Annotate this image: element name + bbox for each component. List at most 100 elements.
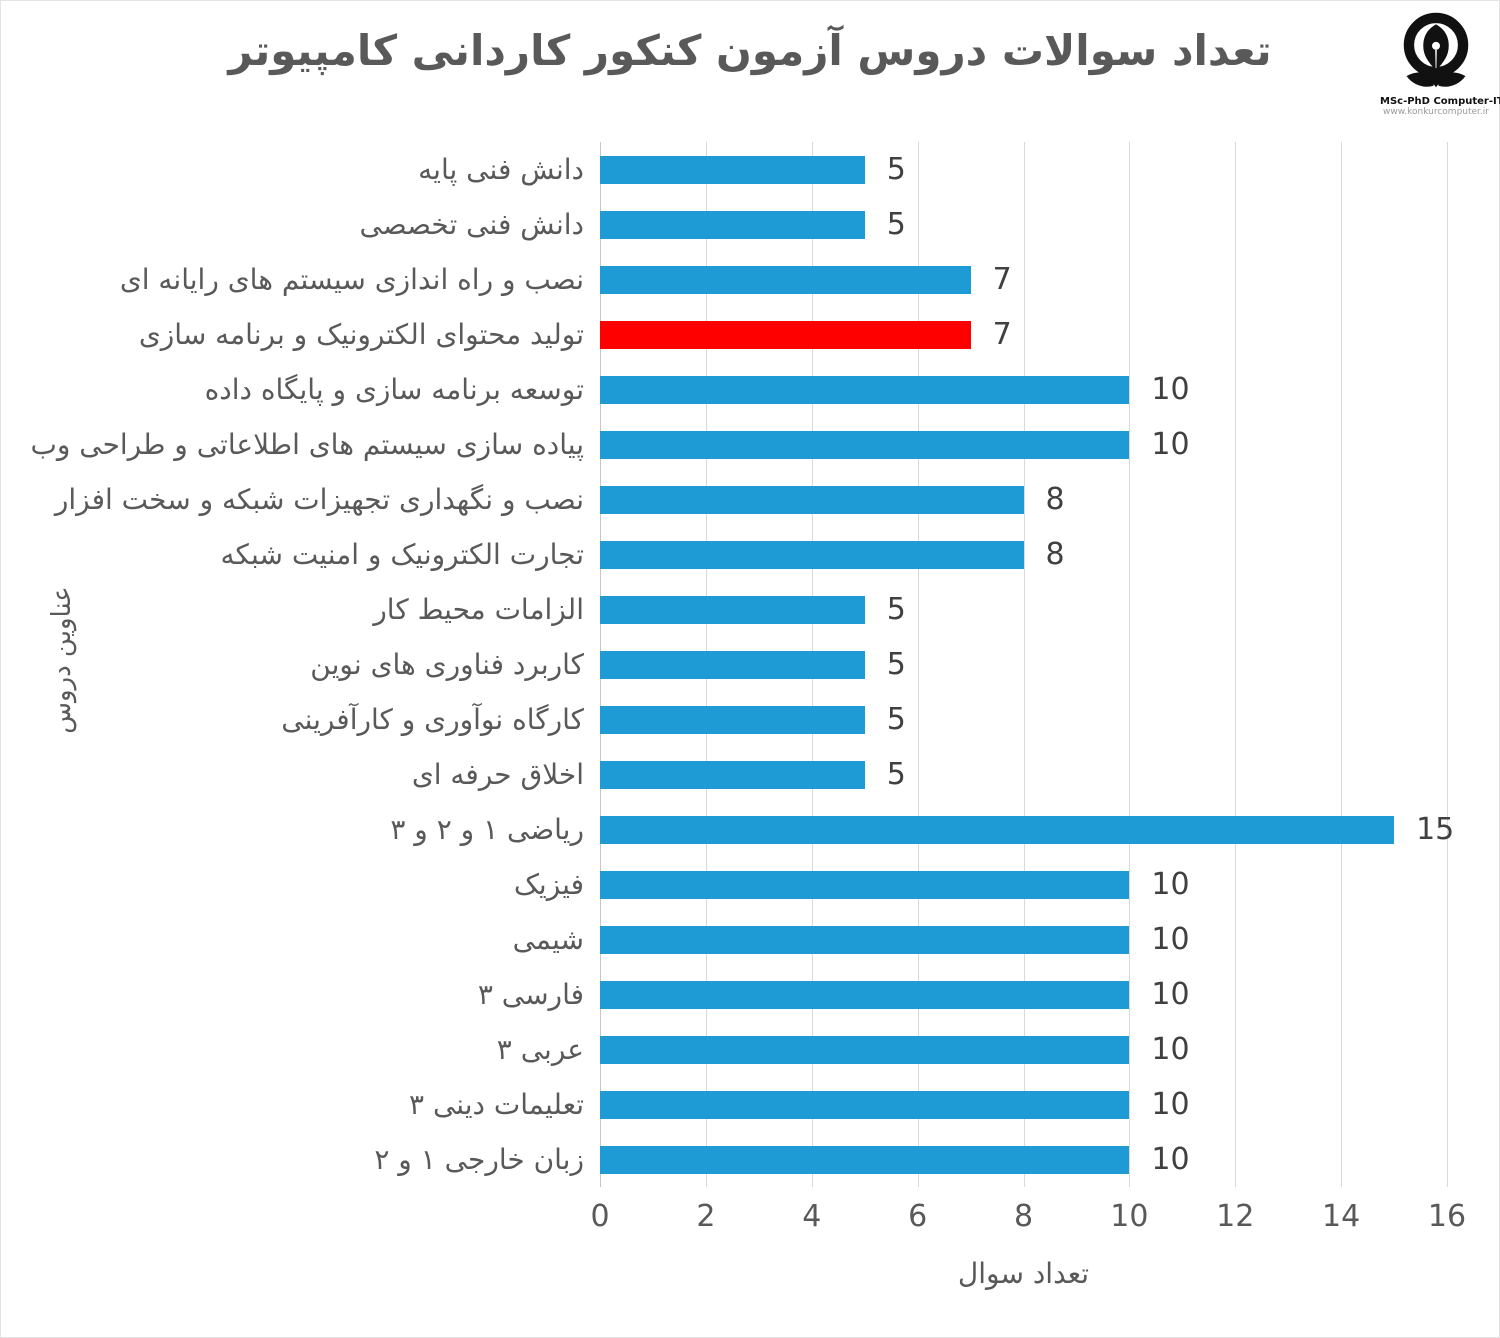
gridline	[1447, 142, 1448, 1187]
bar-track: 10	[600, 1031, 1447, 1067]
bar-row: پیاده سازی سیستم های اطلاعاتی و طراحی وب…	[0, 417, 1447, 472]
bar-row: کاربرد فناوری های نوین 5	[0, 637, 1447, 692]
bar-row: دانش فنی پایه 5	[0, 142, 1447, 197]
data-label: 8	[1045, 536, 1065, 572]
bar-track: 10	[600, 426, 1447, 462]
bar-track: 10	[600, 371, 1447, 407]
x-axis-tick: 14	[1322, 1199, 1361, 1234]
bar	[600, 760, 865, 789]
data-label: 5	[886, 591, 906, 627]
data-label: 5	[886, 646, 906, 682]
data-label: 15	[1416, 811, 1455, 847]
category-label: تعلیمات دینی ۳	[409, 1087, 584, 1121]
data-label: 10	[1151, 1031, 1190, 1067]
bar-track: 7	[600, 261, 1447, 297]
bar	[600, 870, 1130, 899]
category-label: الزامات محیط کار	[373, 592, 584, 626]
category-label: کاربرد فناوری های نوین	[310, 647, 584, 681]
category-label: اخلاق حرفه ای	[411, 757, 584, 791]
bar-track: 5	[600, 151, 1447, 187]
category-label: عربی ۳	[496, 1032, 584, 1066]
bar-track: 10	[600, 1141, 1447, 1177]
bar-track: 5	[600, 756, 1447, 792]
bar-track: 10	[600, 1086, 1447, 1122]
bar-row: فارسی ۳ 10	[0, 967, 1447, 1022]
bar	[600, 375, 1130, 404]
bar-row: عربی ۳ 10	[0, 1022, 1447, 1077]
bar	[600, 705, 865, 734]
bar-track: 8	[600, 481, 1447, 517]
category-label: فیزیک	[513, 867, 584, 901]
bar	[600, 1090, 1130, 1119]
category-label: کارگاه نوآوری و کارآفرینی	[281, 702, 584, 736]
bar-row: کارگاه نوآوری و کارآفرینی 5	[0, 692, 1447, 747]
x-axis-title: تعداد سوال	[957, 1257, 1090, 1290]
chart-title: تعداد سوالات دروس آزمون کنکور کاردانی کا…	[228, 26, 1272, 75]
bar	[600, 1035, 1130, 1064]
x-axis-tick: 6	[908, 1199, 928, 1234]
data-label: 5	[886, 206, 906, 242]
bar-highlighted	[600, 320, 971, 349]
bar	[600, 595, 865, 624]
data-label: 10	[1151, 1141, 1190, 1177]
bar	[600, 925, 1130, 954]
bar-row: فیزیک 10	[0, 857, 1447, 912]
bar-row: دانش فنی تخصصی 5	[0, 197, 1447, 252]
bar-row: نصب و نگهداری تجهیزات شبکه و سخت افزار 8	[0, 472, 1447, 527]
data-label: 10	[1151, 921, 1190, 957]
bar-row: اخلاق حرفه ای 5	[0, 747, 1447, 802]
data-label: 10	[1151, 976, 1190, 1012]
data-label: 5	[886, 151, 906, 187]
category-label: نصب و نگهداری تجهیزات شبکه و سخت افزار	[54, 482, 584, 516]
category-label: تولید محتوای الکترونیک و برنامه سازی	[138, 317, 584, 351]
category-label: توسعه برنامه سازی و پایگاه داده	[204, 372, 584, 406]
bar-track: 5	[600, 206, 1447, 242]
gridline	[1129, 142, 1131, 1187]
data-label: 10	[1151, 426, 1190, 462]
bar-track: 5	[600, 591, 1447, 627]
category-label: نصب و راه اندازی سیستم های رایانه ای	[119, 262, 584, 296]
bar-row: تعلیمات دینی ۳ 10	[0, 1077, 1447, 1132]
bar	[600, 1145, 1130, 1174]
logo-text-line1: MSc-PhD Computer-IT	[1380, 96, 1500, 107]
data-label: 10	[1151, 866, 1190, 902]
data-label: 7	[992, 261, 1012, 297]
data-label: 10	[1151, 1086, 1190, 1122]
category-label: شیمی	[512, 922, 584, 956]
bar-track: 10	[600, 866, 1447, 902]
bar-row: شیمی 10	[0, 912, 1447, 967]
x-axis-tick: 4	[802, 1199, 822, 1234]
category-label: تجارت الکترونیک و امنیت شبکه	[220, 537, 584, 571]
data-label: 7	[992, 316, 1012, 352]
data-label: 8	[1045, 481, 1065, 517]
pen-book-logo-icon	[1380, 10, 1492, 96]
x-axis-tick: 16	[1427, 1199, 1467, 1234]
data-label: 10	[1151, 371, 1190, 407]
bar-track: 10	[600, 976, 1447, 1012]
bar	[600, 265, 971, 294]
x-axis-tick: 12	[1216, 1199, 1255, 1234]
logo: MSc-PhD Computer-IT www.konkurcomputer.i…	[1380, 10, 1500, 117]
category-label: دانش فنی پایه	[418, 152, 584, 186]
x-axis-tick: 0	[590, 1199, 610, 1234]
bar-row: زبان خارجی ۱ و ۲ 10	[0, 1132, 1447, 1187]
bar	[600, 815, 1395, 844]
bar	[600, 430, 1130, 459]
bar-row: نصب و راه اندازی سیستم های رایانه ای 7	[0, 252, 1447, 307]
bar-row: توسعه برنامه سازی و پایگاه داده 10	[0, 362, 1447, 417]
bar	[600, 980, 1130, 1009]
bar-row: تجارت الکترونیک و امنیت شبکه 8	[0, 527, 1447, 582]
category-label: فارسی ۳	[477, 977, 584, 1011]
x-axis-tick: 10	[1110, 1199, 1149, 1234]
bar-track: 5	[600, 704, 1447, 734]
category-label: پیاده سازی سیستم های اطلاعاتی و طراحی وب	[30, 427, 584, 461]
x-axis-tick: 2	[696, 1199, 716, 1234]
bar-track: 8	[600, 536, 1447, 572]
data-label: 5	[886, 756, 906, 792]
bar	[600, 485, 1024, 514]
bar-row: ریاضی ۱ و ۲ و ۳ 15	[0, 802, 1454, 857]
gridline	[1235, 142, 1237, 1187]
category-label: دانش فنی تخصصی	[359, 207, 584, 241]
category-label: ریاضی ۱ و ۲ و ۳	[390, 812, 584, 846]
